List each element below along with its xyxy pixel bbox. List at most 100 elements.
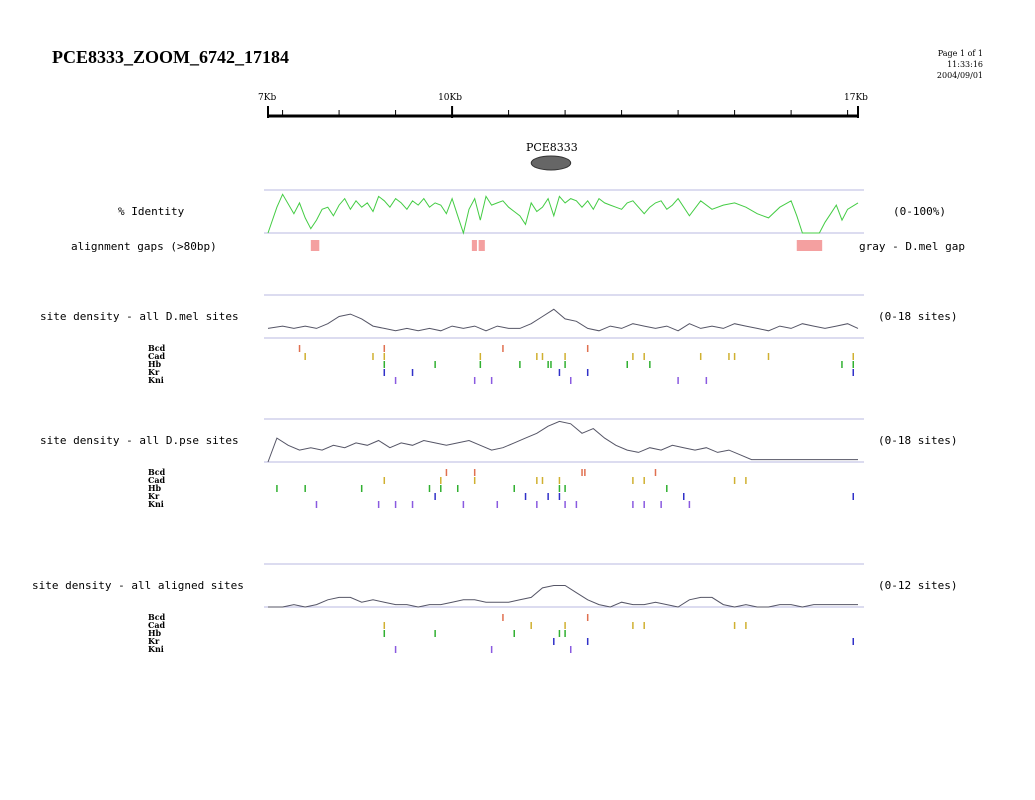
site-mark <box>733 477 736 484</box>
site-mark <box>304 353 306 360</box>
track-label: Kr <box>148 636 160 646</box>
gene-label: PCE8333 <box>525 141 578 154</box>
site-mark <box>411 369 414 376</box>
site-mark <box>767 353 770 360</box>
site-mark <box>547 361 549 368</box>
scale-label-start: 7Kb <box>258 93 277 103</box>
site-mark <box>473 477 476 484</box>
site-mark <box>304 485 306 492</box>
site-mark <box>666 485 668 492</box>
site-mark <box>643 353 645 360</box>
site-mark <box>536 501 538 508</box>
site-mark <box>564 630 566 637</box>
site-mark <box>513 630 515 637</box>
track-label: Kr <box>148 491 160 501</box>
site-mark <box>513 485 515 492</box>
site-mark <box>541 353 544 360</box>
panel-dpse-range: (0-18 sites) <box>878 434 958 447</box>
site-mark <box>473 469 476 476</box>
identity-label: % Identity <box>118 205 185 218</box>
site-mark <box>440 477 442 484</box>
track-label: Bcd <box>148 343 166 353</box>
site-mark <box>564 622 566 629</box>
site-mark <box>315 501 318 508</box>
panel-dpse-label: site density - all D.pse sites <box>40 434 239 447</box>
site-mark <box>841 361 843 368</box>
site-mark <box>564 501 566 508</box>
site-mark <box>569 377 572 384</box>
site-mark <box>383 622 386 629</box>
track-label: Bcd <box>148 612 166 622</box>
site-mark <box>569 646 572 653</box>
site-mark <box>536 477 538 484</box>
site-mark <box>383 353 386 360</box>
site-mark <box>440 485 442 492</box>
site-mark <box>632 501 634 508</box>
page-time: 11:33:16 <box>947 60 983 69</box>
site-mark <box>377 501 380 508</box>
track-label: Kni <box>148 499 164 509</box>
site-mark <box>394 377 397 384</box>
site-mark <box>502 614 504 621</box>
site-mark <box>383 477 386 484</box>
site-mark <box>473 377 476 384</box>
site-mark <box>394 501 397 508</box>
site-mark <box>626 361 628 368</box>
site-mark <box>643 477 645 484</box>
track-label: Cad <box>148 475 166 485</box>
site-mark <box>558 369 561 376</box>
alignment-gap <box>471 240 477 251</box>
page-date: 2004/09/01 <box>936 71 983 80</box>
site-mark <box>541 477 544 484</box>
site-mark <box>434 630 436 637</box>
site-mark <box>564 485 566 492</box>
panel-dmel-label: site density - all D.mel sites <box>40 310 239 323</box>
site-mark <box>682 493 685 500</box>
site-mark <box>519 361 521 368</box>
site-mark <box>575 501 578 508</box>
site-mark <box>502 345 504 352</box>
site-mark <box>479 353 482 360</box>
site-mark <box>688 501 691 508</box>
site-mark <box>547 493 549 500</box>
site-mark <box>564 353 566 360</box>
site-mark <box>462 501 465 508</box>
site-mark <box>276 485 278 492</box>
track-label: Cad <box>148 620 166 630</box>
page-title: PCE8333_ZOOM_6742_17184 <box>52 47 289 67</box>
site-mark <box>558 630 561 637</box>
site-mark <box>852 493 855 500</box>
track-label: Kni <box>148 644 164 654</box>
site-mark <box>434 493 436 500</box>
site-mark <box>733 622 736 629</box>
site-mark <box>699 353 702 360</box>
site-mark <box>550 361 552 368</box>
site-mark <box>632 477 634 484</box>
site-mark <box>383 361 386 368</box>
track-label: Bcd <box>148 467 166 477</box>
scale-label-middle: 10Kb <box>438 93 463 103</box>
identity-line <box>267 193 859 235</box>
panel-aligned-range: (0-12 sites) <box>878 579 958 592</box>
site-mark <box>383 630 386 637</box>
site-mark <box>745 477 747 484</box>
density-line <box>267 420 858 463</box>
site-mark <box>852 353 855 360</box>
identity-range-label: (0-100%) <box>893 205 946 218</box>
site-mark <box>445 469 448 476</box>
site-mark <box>536 353 538 360</box>
site-mark <box>660 501 662 508</box>
site-mark <box>383 369 386 376</box>
site-mark <box>558 493 561 500</box>
site-mark <box>852 361 855 368</box>
site-mark <box>677 377 679 384</box>
scale-label-end: 17Kb <box>844 93 868 103</box>
site-mark <box>586 369 589 376</box>
site-mark <box>530 622 532 629</box>
track-label: Kni <box>148 375 164 385</box>
page-number: Page 1 of 1 <box>937 49 983 58</box>
site-mark <box>581 469 583 476</box>
track-label: Cad <box>148 351 166 361</box>
site-mark <box>553 638 555 645</box>
